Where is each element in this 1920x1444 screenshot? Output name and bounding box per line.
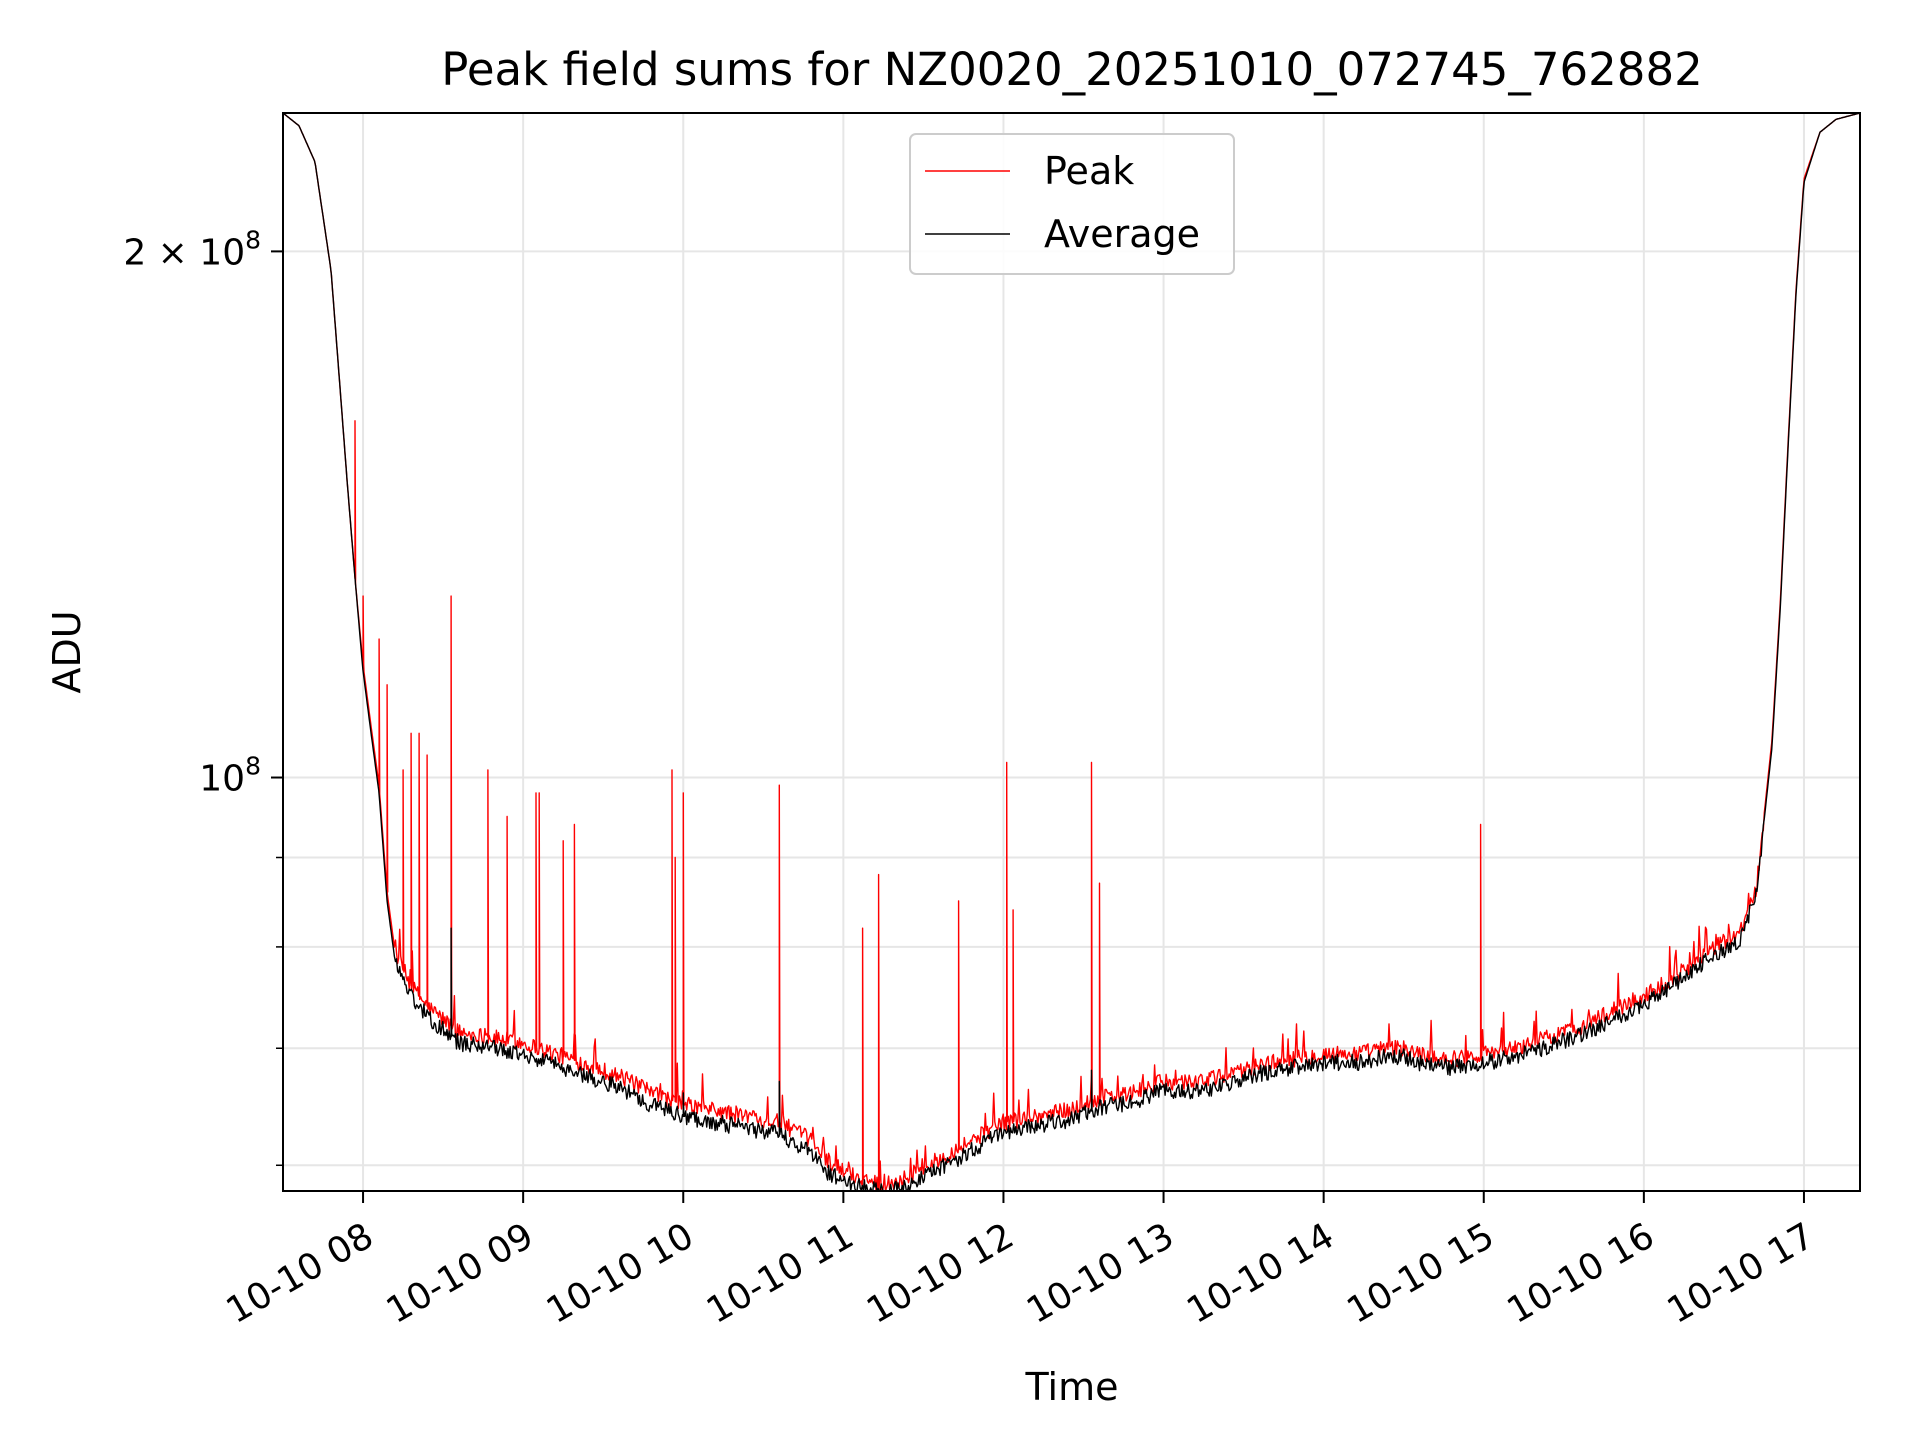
legend-peak-label: Peak <box>1044 149 1134 193</box>
y-axis-label: ADU <box>45 610 89 693</box>
legend-average-label: Average <box>1044 212 1200 256</box>
series-line-average <box>282 112 1861 1192</box>
chart-title: Peak field sums for NZ0020_20251010_0727… <box>441 43 1702 96</box>
y-tick-label: 2 × 108 <box>123 225 261 273</box>
y-tick-label-exponent: 8 <box>245 752 261 781</box>
x-axis-label: Time <box>1025 1365 1119 1409</box>
legend[interactable]: Peak Average <box>909 133 1235 275</box>
y-tick-label-exponent: 8 <box>245 225 261 254</box>
plot-frame <box>282 112 1861 1192</box>
y-tick-label-base: 10 <box>199 759 245 800</box>
y-tick-label-base: 2 × 10 <box>123 232 245 273</box>
series-line-peak <box>282 112 1861 1192</box>
y-tick-label: 108 <box>199 752 261 800</box>
legend-box <box>909 133 1235 275</box>
series-layer <box>282 112 1861 1192</box>
grid-lines <box>283 113 1860 1191</box>
